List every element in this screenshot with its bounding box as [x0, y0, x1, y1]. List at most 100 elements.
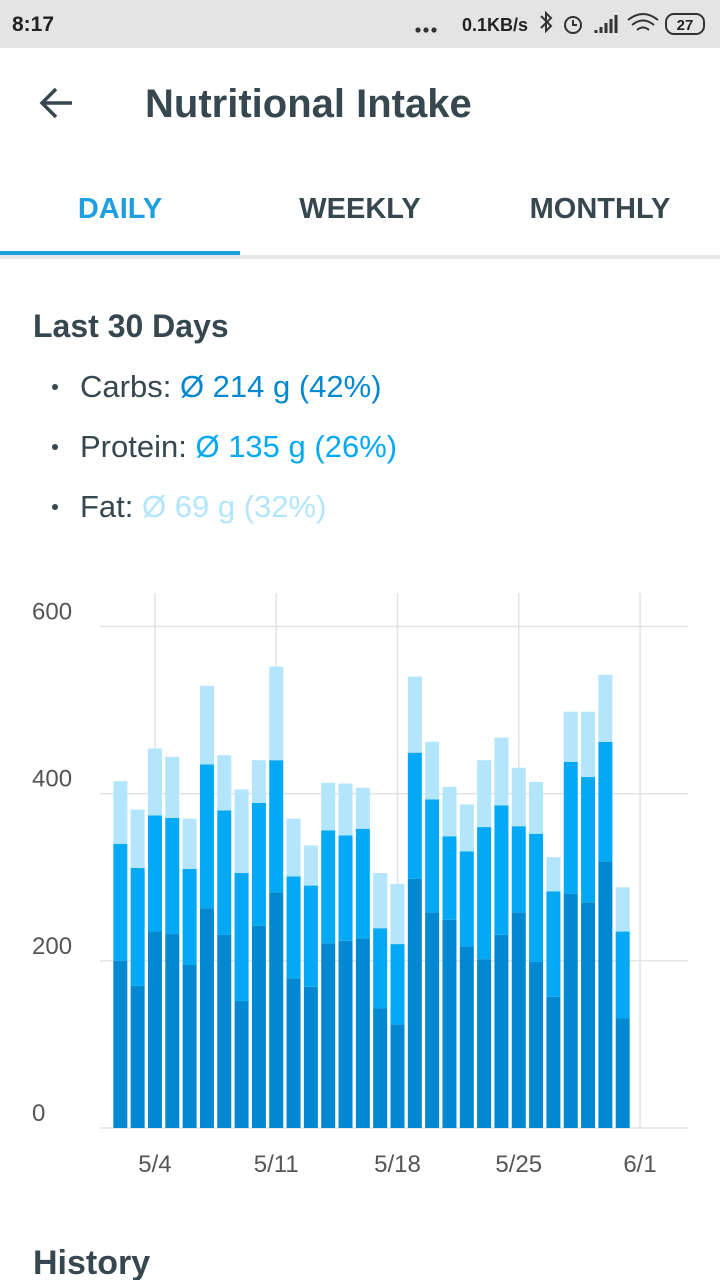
- bar-segment: [598, 741, 613, 862]
- back-button[interactable]: [39, 87, 72, 119]
- bar-segment: [529, 781, 544, 834]
- bar-segment: [373, 928, 388, 1009]
- bar-segment: [165, 756, 180, 818]
- bar-segment: [407, 676, 422, 753]
- bar-segment: [407, 752, 422, 879]
- bar-segment: [147, 748, 162, 816]
- bar-segment: [147, 931, 162, 1128]
- bar-segment: [321, 782, 336, 831]
- summary-item: Carbs: Ø 214 g (42%): [80, 369, 382, 404]
- bar-segment: [529, 833, 544, 962]
- summary-list: Carbs: Ø 214 g (42%) Protein: Ø 135 g (26…: [52, 369, 397, 524]
- bar-segment: [477, 827, 492, 960]
- bar-segment: [563, 761, 578, 894]
- tab-indicator: [0, 251, 240, 255]
- bar-segment: [217, 810, 232, 935]
- bar-segment: [615, 887, 630, 932]
- tab[interactable]: MONTHLY: [530, 193, 671, 225]
- bar-segment: [234, 789, 249, 874]
- bar-segment: [113, 781, 128, 844]
- status-time: 8:17: [12, 13, 54, 36]
- summary-value: Ø 214 g (42%): [180, 369, 382, 404]
- x-tick-label: 5/18: [374, 1151, 421, 1178]
- bar-segment: [355, 787, 370, 829]
- y-tick-label: 200: [32, 933, 72, 960]
- history-heading: History: [33, 1244, 150, 1280]
- bar-segment: [234, 873, 249, 1001]
- bar-segment: [615, 931, 630, 1019]
- bar-segment: [113, 843, 128, 961]
- bullet: [52, 444, 58, 450]
- bar-segment: [390, 1024, 405, 1128]
- y-tick-label: 600: [32, 598, 72, 625]
- bar-segment: [303, 885, 318, 987]
- x-tick-label: 5/25: [495, 1151, 542, 1178]
- bar-segment: [234, 1000, 249, 1128]
- bar-segment: [494, 805, 509, 935]
- chart: 0 200 400 600 5/4 5/11 5/18 5/25 6/1: [32, 593, 688, 1178]
- bar-segment: [373, 1008, 388, 1128]
- summary-value: Ø 69 g (32%): [142, 489, 326, 524]
- tab[interactable]: WEEKLY: [299, 193, 420, 225]
- bar-segment: [581, 902, 596, 1128]
- x-tick-label: 6/1: [623, 1151, 656, 1178]
- bar-segment: [286, 818, 301, 877]
- bar-segment: [511, 826, 526, 913]
- bar-segment: [373, 873, 388, 929]
- bar-segment: [182, 964, 197, 1128]
- bar-segment: [442, 836, 457, 920]
- bar-segment: [217, 934, 232, 1128]
- bar-segment: [130, 985, 145, 1128]
- bar-segment: [286, 876, 301, 979]
- tab[interactable]: DAILY: [78, 193, 162, 225]
- bar-segment: [130, 809, 145, 869]
- bar-segment: [182, 818, 197, 869]
- summary-label: Protein:: [80, 429, 187, 464]
- bar-segment: [459, 804, 474, 852]
- bullet: [52, 384, 58, 390]
- status-dots: [415, 27, 437, 33]
- bar-segment: [269, 666, 284, 761]
- status-bar: [0, 0, 720, 48]
- bar-segment: [130, 868, 145, 986]
- bar-segment: [355, 828, 370, 939]
- summary-item: Fat: Ø 69 g (32%): [80, 489, 326, 524]
- bar-segment: [113, 960, 128, 1128]
- status-speed: 0.1KB/s: [462, 15, 528, 35]
- bar-segment: [442, 786, 457, 837]
- tab-shadow: [0, 255, 720, 259]
- x-tick-label: 5/4: [138, 1151, 171, 1178]
- bar-segment: [321, 943, 336, 1128]
- bar-segment: [459, 946, 474, 1128]
- bar-segment: [199, 685, 214, 765]
- x-tick-label: 5/11: [254, 1151, 299, 1178]
- bar-segment: [425, 799, 440, 913]
- bar-segment: [563, 893, 578, 1128]
- bar-segment: [407, 878, 422, 1128]
- bar-segment: [338, 940, 353, 1128]
- bar-segment: [269, 892, 284, 1128]
- bullet: [52, 504, 58, 510]
- bar-segment: [390, 944, 405, 1025]
- bar-segment: [338, 783, 353, 836]
- bar-segment: [338, 835, 353, 941]
- bar-segment: [615, 1018, 630, 1128]
- summary-item: Protein: Ø 135 g (26%): [80, 429, 397, 464]
- summary-value: Ø 135 g (26%): [195, 429, 397, 464]
- bar-segment: [581, 711, 596, 777]
- y-tick-label: 400: [32, 766, 72, 793]
- bar-segment: [529, 961, 544, 1128]
- bar-segment: [511, 912, 526, 1128]
- summary-label: Fat:: [80, 489, 133, 524]
- bar-segment: [459, 851, 474, 947]
- bar-segment: [165, 934, 180, 1128]
- bar-segment: [199, 764, 214, 909]
- bar-segment: [147, 815, 162, 932]
- bar-segment: [355, 938, 370, 1128]
- header-title: Nutritional Intake: [145, 82, 472, 126]
- status-icons: [540, 10, 705, 35]
- bar-segment: [477, 760, 492, 828]
- bar-segment: [598, 861, 613, 1128]
